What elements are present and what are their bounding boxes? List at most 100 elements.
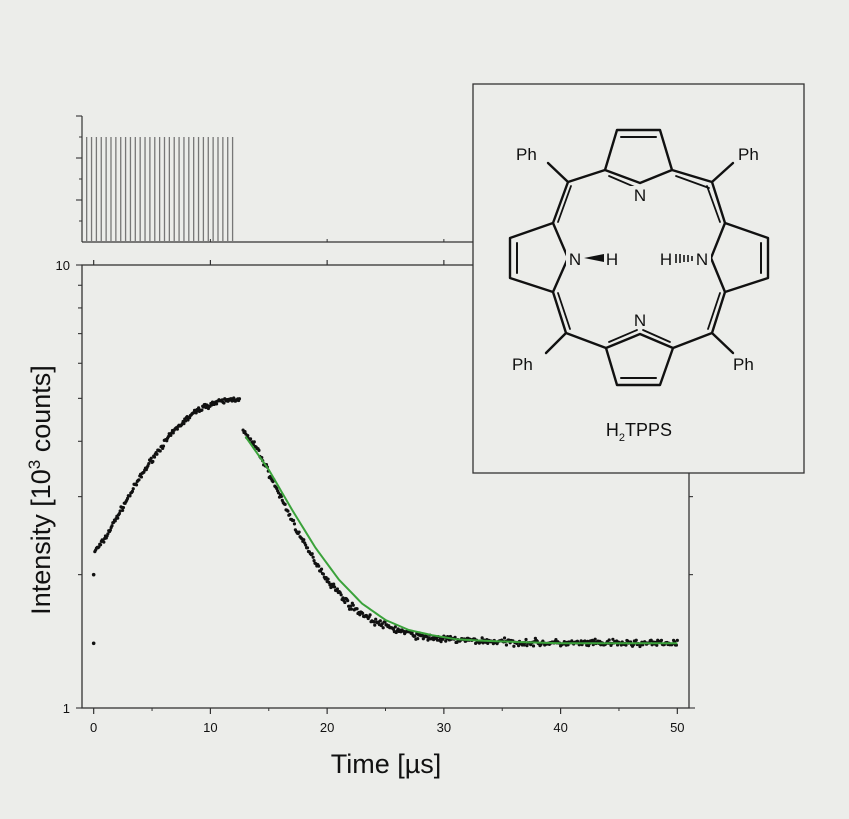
data-point	[374, 617, 378, 621]
data-point	[116, 516, 120, 520]
y-axis-title-sup: 3	[25, 460, 44, 469]
data-point	[246, 433, 250, 438]
data-point	[348, 604, 353, 608]
data-point	[171, 431, 175, 435]
data-point	[243, 430, 247, 434]
data-point	[674, 643, 678, 647]
y-axis-title: Intensity [103 counts]	[25, 365, 56, 615]
data-point	[291, 518, 296, 523]
ph-label-top-left: Ph	[516, 145, 537, 164]
data-point	[321, 572, 325, 576]
fit-line	[244, 435, 678, 645]
data-point	[117, 511, 121, 516]
data-point	[481, 641, 485, 645]
data-point	[317, 564, 321, 568]
data-point	[149, 456, 153, 460]
data-point	[220, 398, 224, 402]
data-point	[151, 459, 155, 464]
data-point	[373, 623, 377, 627]
n-label-bottom: N	[634, 311, 646, 330]
data-point	[222, 401, 226, 405]
data-point	[516, 644, 521, 648]
data-point	[312, 559, 316, 563]
data-point	[131, 487, 135, 491]
data-point	[611, 637, 615, 641]
data-point	[137, 478, 141, 482]
data-point	[381, 626, 385, 630]
h-label-left: H	[606, 250, 618, 269]
data-point	[304, 543, 308, 547]
molecule-name-sub: 2	[619, 432, 625, 444]
molecule-name: H2TPPS	[606, 420, 672, 444]
data-point-outlier	[91, 641, 96, 646]
data-point	[326, 577, 330, 581]
pulse-train-panel	[76, 115, 690, 243]
x-axis-title: Time [µs]	[331, 749, 442, 779]
data-point	[341, 596, 345, 600]
y-axis-title-b: counts]	[26, 365, 56, 460]
x-tick-label: 10	[203, 720, 217, 735]
data-point	[297, 530, 301, 534]
porphyrin-structure	[508, 128, 770, 387]
data-point	[98, 543, 103, 547]
data-point	[118, 509, 122, 513]
x-tick-label: 20	[320, 720, 334, 735]
data-point	[155, 452, 159, 456]
molecule-name-a: H	[606, 420, 619, 440]
data-point	[504, 643, 509, 647]
data-point	[169, 433, 173, 437]
y-axis-title-a: Intensity [10	[26, 469, 56, 615]
data-point	[305, 546, 310, 550]
data-point	[332, 582, 336, 586]
data-point	[393, 625, 397, 629]
data-point	[675, 638, 679, 642]
data-point	[441, 637, 445, 641]
data-point	[624, 643, 628, 647]
data-point	[134, 483, 139, 487]
data-point	[121, 505, 126, 510]
data-point	[201, 405, 206, 409]
data-point	[106, 532, 110, 536]
data-point	[197, 406, 201, 410]
y-tick-label: 1	[63, 701, 70, 716]
x-tick-label: 50	[670, 720, 684, 735]
data-point	[512, 644, 516, 648]
data-point	[531, 644, 536, 648]
data-point	[335, 587, 340, 591]
data-point	[279, 494, 283, 499]
data-point	[165, 439, 169, 443]
h-label-right: H	[660, 250, 672, 269]
data-point	[586, 639, 590, 643]
data-point	[214, 402, 219, 406]
n-label-top: N	[634, 186, 646, 205]
data-point	[554, 638, 558, 642]
y-tick-label: 10	[56, 258, 70, 273]
data-point	[121, 508, 125, 513]
data-point	[232, 396, 236, 400]
data-point	[634, 638, 638, 642]
data-point	[283, 502, 287, 506]
data-point	[130, 489, 135, 493]
data-point	[351, 603, 355, 607]
data-point	[108, 528, 112, 532]
data-point	[319, 567, 324, 571]
pulse-bars	[86, 137, 234, 242]
data-point	[288, 512, 292, 517]
data-point	[182, 422, 186, 426]
data-point	[147, 461, 151, 466]
data-point	[175, 427, 179, 431]
ph-label-bottom-left: Ph	[512, 355, 533, 374]
data-point	[378, 619, 382, 623]
ph-label-bottom-right: Ph	[733, 355, 754, 374]
molecule-inset: Ph Ph Ph Ph N N N H H N H2TPPS	[472, 83, 805, 474]
data-point	[474, 641, 478, 646]
data-point	[339, 593, 343, 597]
data-point	[593, 637, 597, 641]
data-point	[286, 509, 290, 513]
data-point	[372, 620, 376, 624]
data-point	[158, 449, 162, 453]
data-point	[480, 636, 484, 640]
data-point	[659, 638, 664, 642]
data-point	[413, 634, 417, 638]
data-point	[237, 397, 242, 401]
